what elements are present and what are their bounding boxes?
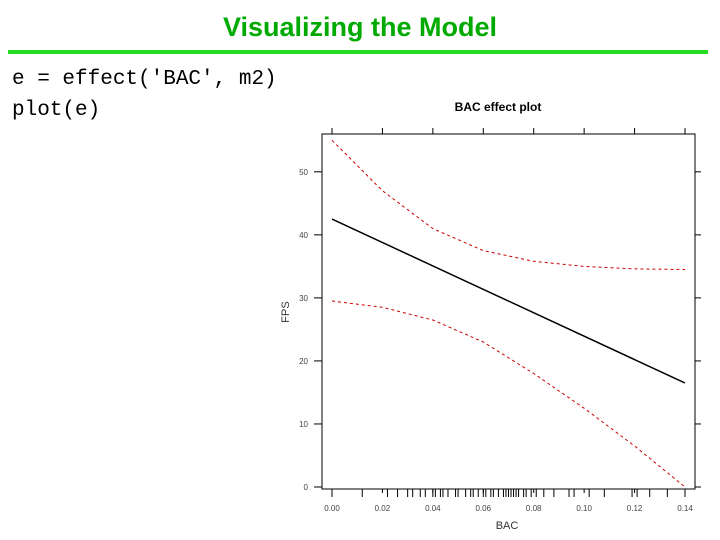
x-tick-label: 0.14: [677, 504, 693, 513]
lower-ci-line: [331, 300, 686, 488]
x-tick-label: 0.02: [375, 504, 391, 513]
x-tick-label: 0.08: [526, 504, 542, 513]
x-tick-label: 0.06: [475, 504, 491, 513]
title-divider: [8, 50, 708, 54]
x-tick-label: 0.04: [425, 504, 441, 513]
x-tick-label: 0.12: [627, 504, 643, 513]
upper-ci-line: [331, 139, 686, 270]
x-tick-label: 0.00: [324, 504, 340, 513]
code-line-2: plot(e): [12, 99, 101, 122]
y-tick-label: 50: [299, 168, 308, 177]
series-lines: [331, 139, 686, 488]
code-block: e = effect('BAC', m2) plot(e): [12, 64, 277, 126]
x-axis-label: BAC: [496, 520, 519, 532]
y-tick-label: 30: [299, 294, 308, 303]
y-tick-label: 40: [299, 231, 308, 240]
plot-frame: [321, 133, 696, 490]
chart-title: BAC effect plot: [455, 100, 542, 114]
y-axis-label: FPS: [280, 301, 292, 322]
y-tick-label: 10: [299, 420, 308, 429]
x-tick-label: 0.10: [576, 504, 592, 513]
y-tick-label: 0: [304, 483, 309, 492]
rug: [331, 489, 686, 497]
y-tick-label: 20: [299, 357, 308, 366]
axes: 0 10 20 30 40 50 0.00 0.02 0.04 0.06 0.08 0.10 0.12 0…: [299, 128, 701, 513]
fit-line: [331, 218, 686, 384]
slide-title: Visualizing the Model: [222, 12, 498, 42]
code-line-1: e = effect('BAC', m2): [12, 68, 277, 91]
